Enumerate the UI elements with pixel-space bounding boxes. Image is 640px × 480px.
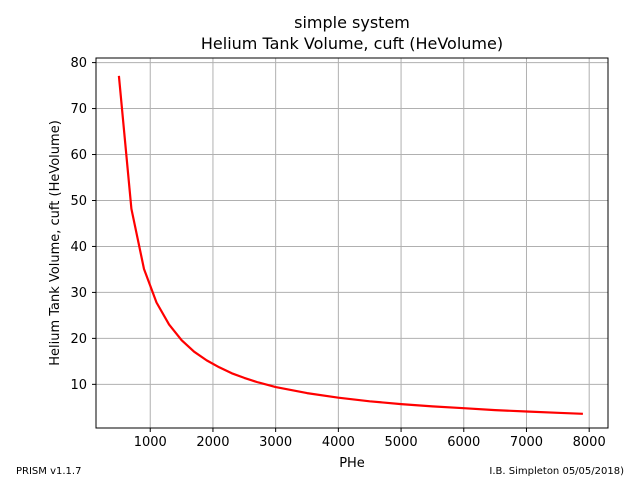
x-tick-label: 7000 — [510, 435, 543, 450]
y-tick-label: 60 — [70, 148, 87, 163]
x-axis-label: PHe — [339, 456, 365, 471]
y-tick-label: 80 — [70, 56, 87, 71]
x-tick-label: 3000 — [259, 435, 292, 450]
x-tick-label: 2000 — [196, 435, 229, 450]
software-version: PRISM v1.1.7 — [16, 466, 82, 477]
y-tick-label: 30 — [70, 286, 87, 301]
y-tick-label: 70 — [70, 102, 87, 117]
chart-subtitle: Helium Tank Volume, cuft (HeVolume) — [201, 34, 503, 53]
series-line — [117, 75, 583, 415]
x-tick-label: 5000 — [385, 435, 418, 450]
y-tick-label: 10 — [70, 378, 87, 393]
y-tick-label: 50 — [70, 194, 87, 209]
y-axis-ticks: 10 20 30 40 50 60 70 80 — [70, 56, 96, 393]
series-layer — [117, 75, 583, 415]
chart-title: simple system — [294, 13, 410, 32]
author-date: I.B. Simpleton 05/05/2018) — [489, 466, 624, 477]
x-axis-ticks: 1000 2000 3000 4000 5000 6000 7000 8000 — [134, 428, 606, 450]
y-tick-label: 40 — [70, 240, 87, 255]
grid — [96, 58, 608, 428]
plot-frame — [95, 57, 609, 429]
y-tick-label: 20 — [70, 332, 87, 347]
x-tick-label: 4000 — [322, 435, 355, 450]
x-tick-label: 6000 — [447, 435, 480, 450]
x-tick-label: 8000 — [573, 435, 606, 450]
y-axis-label: Helium Tank Volume, cuft (HeVolume) — [48, 120, 63, 366]
x-tick-label: 1000 — [134, 435, 167, 450]
